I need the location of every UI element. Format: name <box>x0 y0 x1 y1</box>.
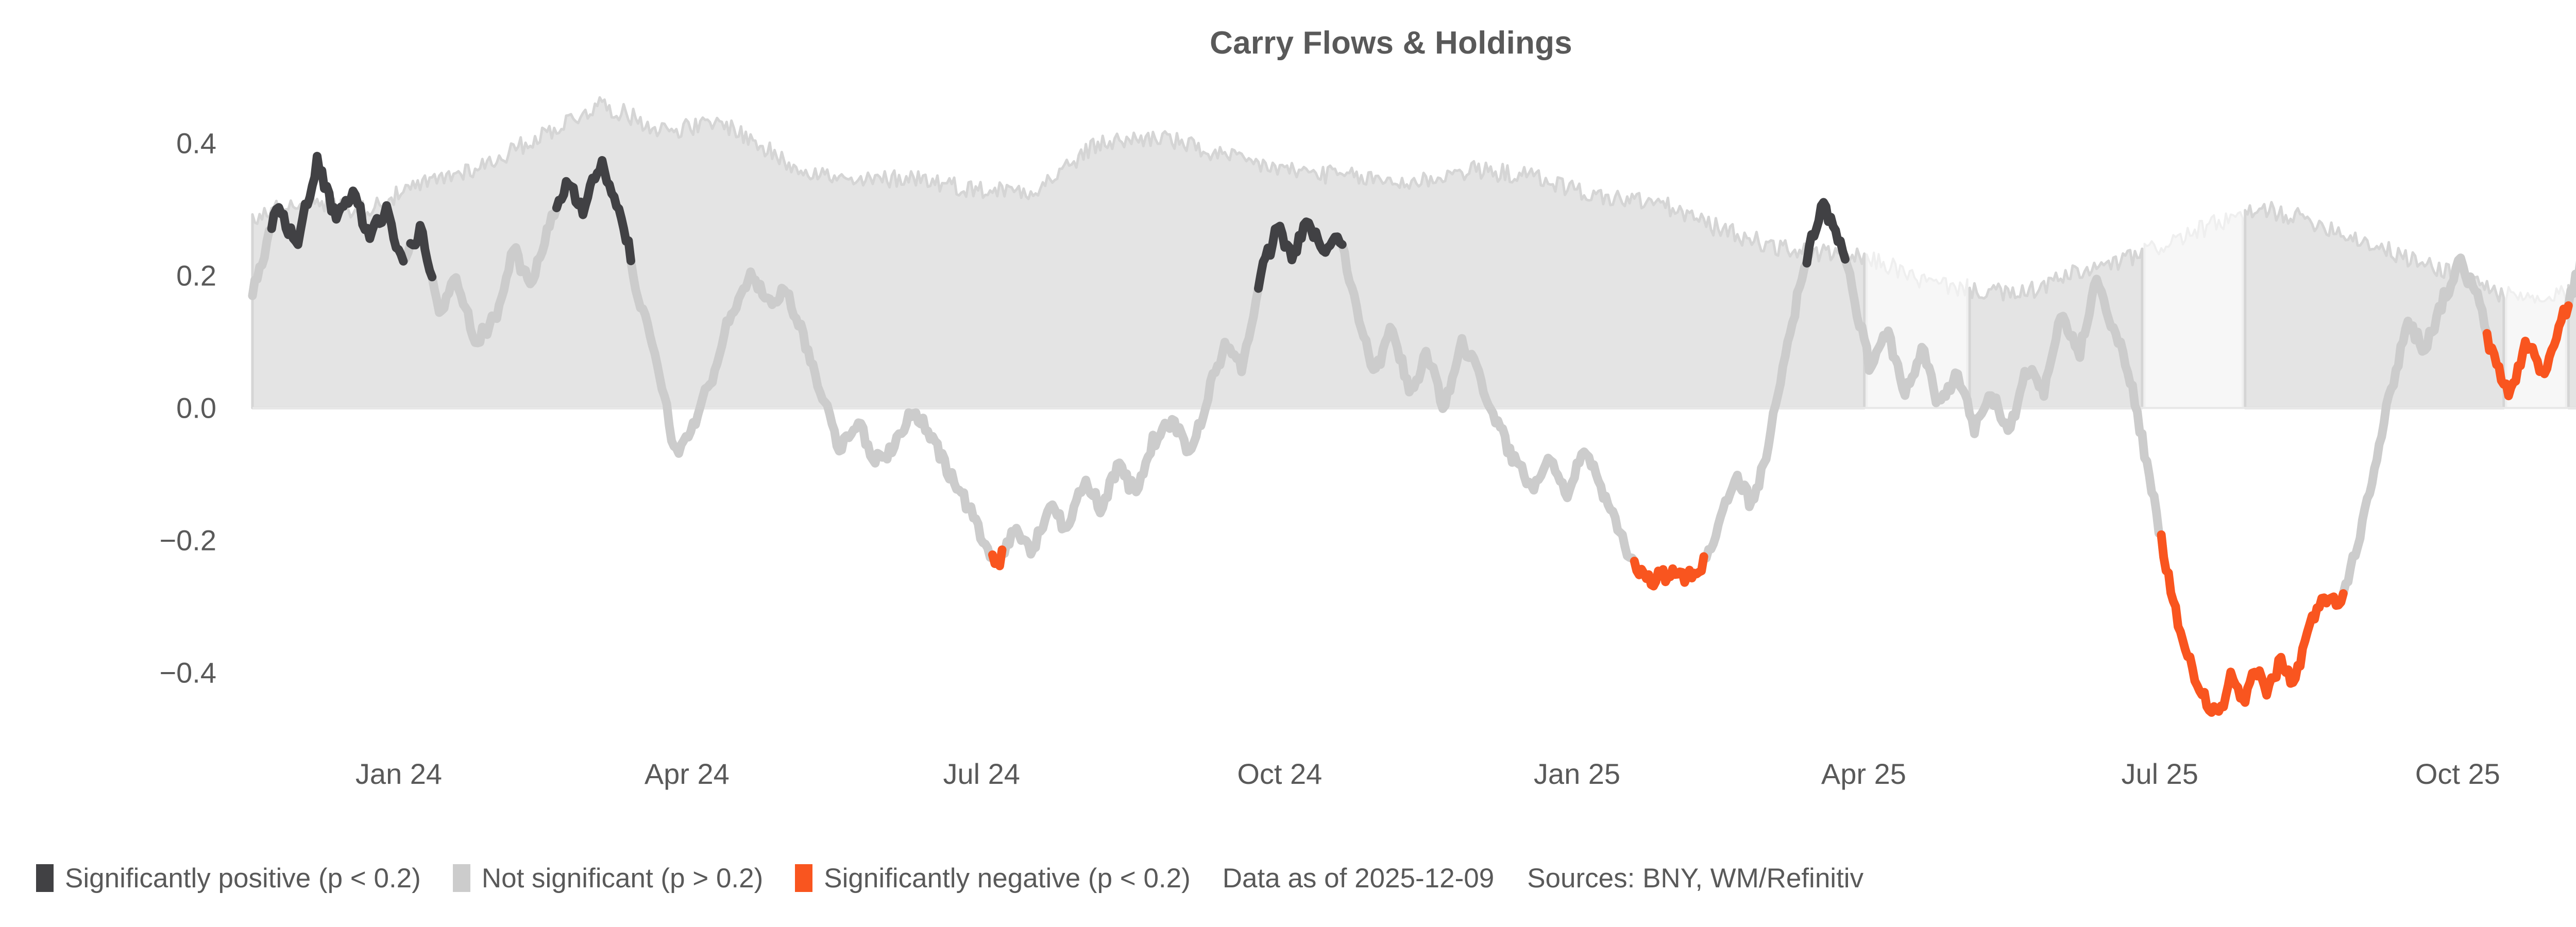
y-axis-tick-label: 0.2 <box>176 259 216 292</box>
flow-line-significant-negative <box>988 545 1007 571</box>
legend-swatch-not-significant <box>452 864 470 892</box>
x-axis-tick-label: Oct 24 <box>1237 758 1323 790</box>
y-axis-tick-label: −0.4 <box>159 656 216 689</box>
legend-swatch-significant-positive <box>36 864 54 892</box>
flow-line-significant-positive <box>552 156 635 265</box>
sources-note: Sources: BNY, WM/Refinitiv <box>1527 863 1864 894</box>
x-axis-tick-label: Jan 25 <box>1533 758 1621 790</box>
flow-line-not-significant <box>425 196 564 348</box>
x-axis: Jan 24 Apr 24 Jul 24 Oct 24 Jan 25 Apr 25 Jul … <box>0 757 2576 814</box>
x-axis-tick-label: Jul 25 <box>2121 758 2198 790</box>
line-series-group <box>248 151 2576 717</box>
holdings-area-not-significant <box>2143 211 2244 409</box>
x-axis-tick-label: Jul 24 <box>943 758 1020 790</box>
plot-svg <box>248 96 2576 717</box>
flow-line-not-significant <box>1335 238 1641 575</box>
flow-line-significant-negative <box>1630 552 1708 591</box>
y-axis: 0.4 0.2 0.0 −0.2 −0.4 <box>82 77 216 752</box>
flow-line-not-significant <box>2562 260 2576 320</box>
flow-line-significant-positive <box>1254 217 1347 293</box>
flow-line-not-significant <box>624 236 999 568</box>
x-axis-tick-label: Apr 24 <box>644 758 730 790</box>
plot-area <box>0 77 2576 752</box>
flow-line-significant-positive <box>267 151 408 266</box>
legend-item-significant-positive[interactable]: Significantly positive (p < 0.2) <box>36 863 421 894</box>
holdings-area-not-significant <box>1866 251 1969 409</box>
area-series-group <box>251 96 2576 409</box>
x-axis-tick-label: Jan 24 <box>355 758 443 790</box>
flow-line-not-significant <box>1838 247 2168 562</box>
flow-line-significant-negative <box>2482 301 2573 401</box>
legend-label-significant-negative: Significantly negative (p < 0.2) <box>824 863 1191 894</box>
legend-item-not-significant[interactable]: Not significant (p > 0.2) <box>452 863 764 894</box>
flow-line-not-significant <box>995 270 1265 571</box>
flow-line-significant-positive <box>1802 198 1850 268</box>
legend-item-significant-negative[interactable]: Significantly negative (p < 0.2) <box>795 863 1191 894</box>
flow-line-significant-positive <box>406 221 437 282</box>
holdings-area-significant <box>251 96 1866 409</box>
x-axis-tick-label: Apr 25 <box>1821 758 1906 790</box>
y-axis-tick-label: 0.4 <box>176 127 216 160</box>
legend-label-significant-positive: Significantly positive (p < 0.2) <box>65 863 421 894</box>
chart-legend: Significantly positive (p < 0.2) Not sig… <box>36 850 1896 906</box>
flow-line-not-significant <box>2336 253 2494 607</box>
flow-line-not-significant <box>1697 242 1814 576</box>
y-axis-tick-label: −0.2 <box>159 524 216 557</box>
chart-title: Carry Flows & Holdings <box>1210 25 1572 61</box>
data-as-of-note: Data as of 2025-12-09 <box>1222 863 1495 894</box>
holdings-area-significant <box>2244 201 2505 409</box>
legend-swatch-significant-negative <box>795 864 813 892</box>
flow-line-significant-negative <box>2157 530 2348 717</box>
y-axis-tick-label: 0.0 <box>176 391 216 424</box>
x-axis-tick-label: Oct 25 <box>2415 758 2500 790</box>
legend-label-not-significant: Not significant (p > 0.2) <box>481 863 764 894</box>
